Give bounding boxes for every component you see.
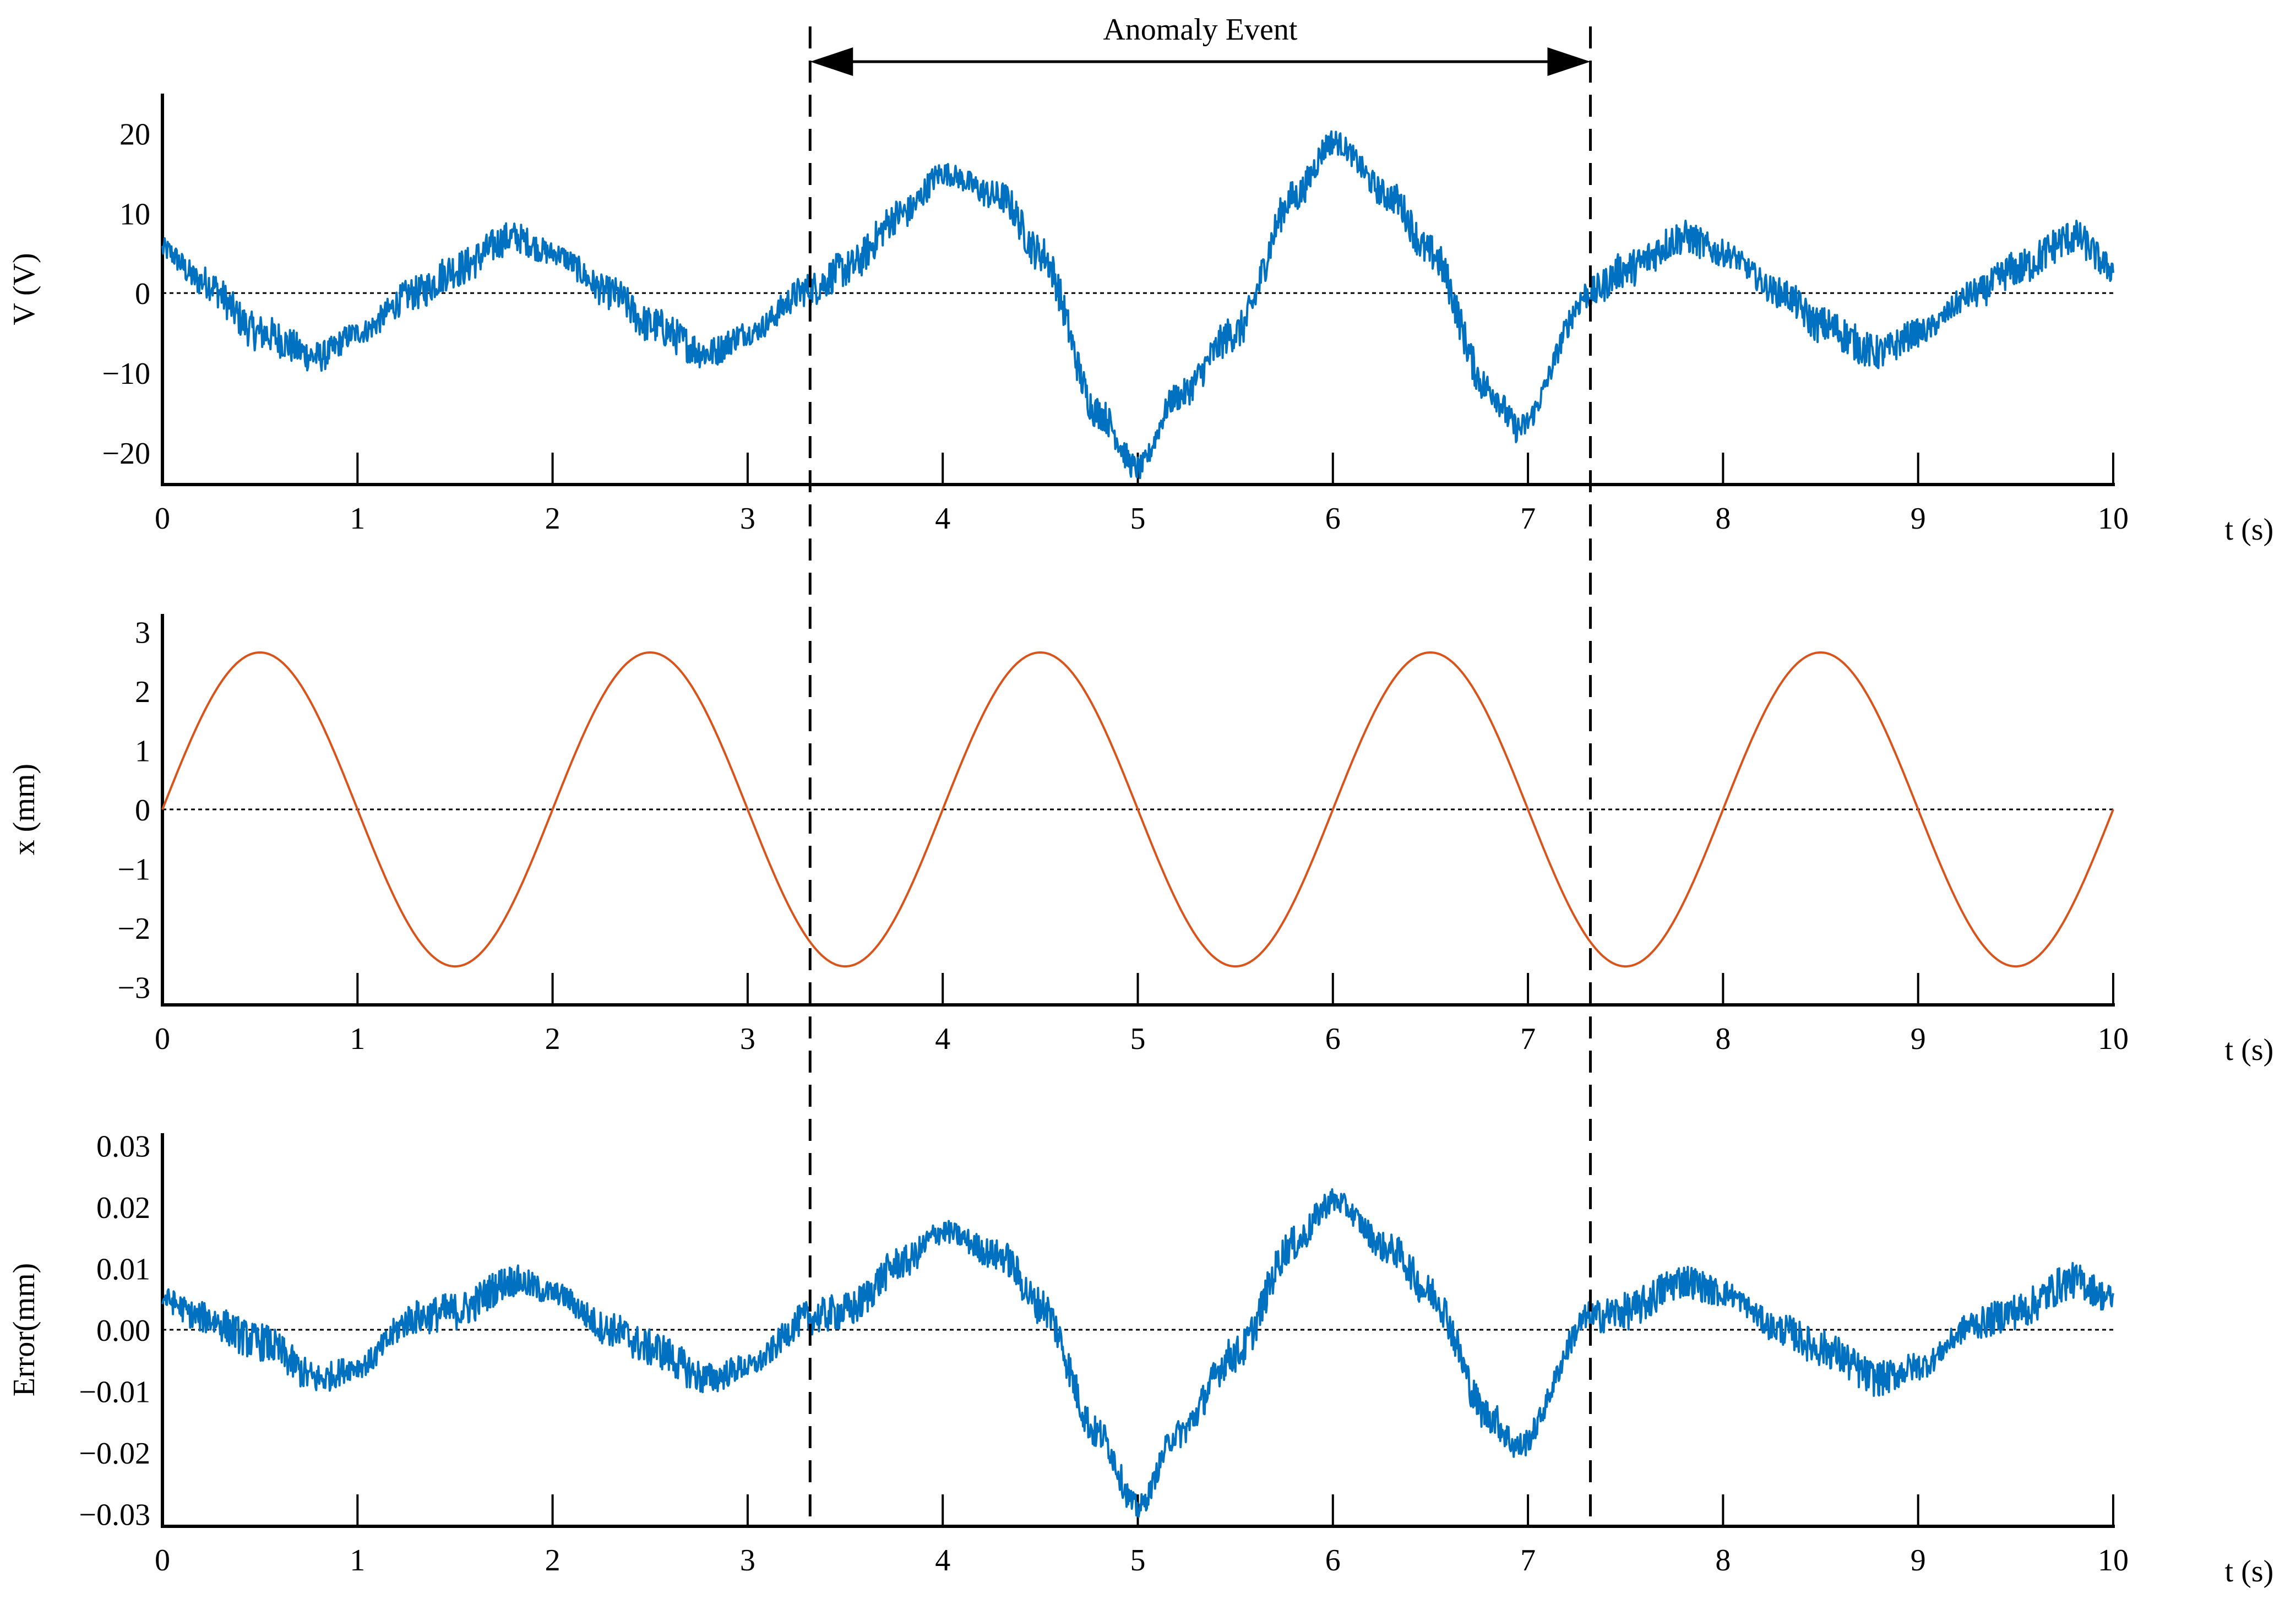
y-tick-label: 0.03 bbox=[96, 1129, 150, 1163]
x-tick-label: 6 bbox=[1325, 1543, 1341, 1578]
x-tick-label: 0 bbox=[155, 1022, 170, 1056]
x-tick-label: 2 bbox=[545, 1543, 561, 1578]
x-tick-label: 9 bbox=[1911, 502, 1926, 536]
y-tick-label: −1 bbox=[117, 853, 150, 887]
x-tick-label: 9 bbox=[1911, 1543, 1926, 1578]
x-tick-label: 9 bbox=[1911, 1022, 1926, 1056]
x-tick-label: 1 bbox=[350, 502, 365, 536]
y-tick-label: −0.02 bbox=[79, 1437, 150, 1471]
y-tick-label: −0.03 bbox=[79, 1498, 150, 1532]
anomaly-event-annotation: Anomaly Event bbox=[808, 13, 1592, 1526]
y-tick-label: 20 bbox=[119, 117, 150, 151]
x-tick-label: 10 bbox=[2098, 1022, 2129, 1056]
y-tick-label: 10 bbox=[119, 197, 150, 231]
event-arrowhead-right bbox=[1547, 47, 1591, 76]
y-axis-title: Error(mm) bbox=[7, 1263, 41, 1397]
x-tick-label: 8 bbox=[1715, 1543, 1731, 1578]
x-tick-label: 8 bbox=[1715, 502, 1731, 536]
x-tick-label: 4 bbox=[935, 502, 950, 536]
series-line bbox=[161, 1188, 2114, 1518]
x-tick-label: 7 bbox=[1520, 1543, 1536, 1578]
x-tick-label: 6 bbox=[1325, 502, 1341, 536]
error-panel: 0 1 2 3 4 5 6 7 8 9 10 t (s) 0.03 0.02 0.01 0.00 −0.01 −0… bbox=[7, 1129, 2273, 1589]
x-tick-label: 0 bbox=[155, 1543, 170, 1578]
x-tick-label: 3 bbox=[740, 1543, 755, 1578]
y-axis-title: V (V) bbox=[7, 253, 41, 325]
y-tick-label: 0.01 bbox=[96, 1252, 150, 1286]
x-tick-label: 5 bbox=[1130, 502, 1146, 536]
y-tick-label: −10 bbox=[102, 357, 150, 391]
y-tick-label: 0.02 bbox=[96, 1191, 150, 1225]
y-tick-label: 3 bbox=[135, 616, 150, 650]
x-tick-label: 2 bbox=[545, 502, 561, 536]
x-tick-label: 3 bbox=[740, 502, 755, 536]
y-axis-title: x (mm) bbox=[7, 764, 41, 855]
x-tick-label: 4 bbox=[935, 1022, 950, 1056]
y-tick-label: −0.01 bbox=[79, 1375, 150, 1410]
x-tick-label: 5 bbox=[1130, 1543, 1146, 1578]
y-tick-label: 0 bbox=[135, 793, 150, 828]
x-tick-label: 5 bbox=[1130, 1022, 1146, 1056]
y-tick-label: 0.00 bbox=[96, 1314, 150, 1348]
x-tick-label: 10 bbox=[2098, 1543, 2129, 1578]
x-tick-label: 3 bbox=[740, 1022, 755, 1056]
series-line bbox=[161, 651, 2114, 968]
x-tick-label: 1 bbox=[350, 1022, 365, 1056]
y-tick-label: −20 bbox=[102, 437, 150, 471]
x-axis-title: t (s) bbox=[2225, 513, 2274, 547]
event-arrowhead-left bbox=[810, 47, 853, 76]
x-tick-label: 8 bbox=[1715, 1022, 1731, 1056]
x-tick-label: 10 bbox=[2098, 502, 2129, 536]
y-tick-label: 2 bbox=[135, 675, 150, 709]
x-axis-title: t (s) bbox=[2225, 1554, 2274, 1589]
y-tick-label: 1 bbox=[135, 734, 150, 768]
x-tick-label: 6 bbox=[1325, 1022, 1341, 1056]
x-axis-title: t (s) bbox=[2225, 1033, 2274, 1067]
event-label: Anomaly Event bbox=[1103, 13, 1297, 47]
x-tick-label: 1 bbox=[350, 1543, 365, 1578]
x-tick-label: 0 bbox=[155, 502, 170, 536]
x-tick-label: 2 bbox=[545, 1022, 561, 1056]
x-tick-label: 7 bbox=[1520, 502, 1536, 536]
series-line bbox=[161, 130, 2114, 480]
y-tick-label: −2 bbox=[117, 912, 150, 946]
voltage-panel: 0 1 2 3 4 5 6 7 8 9 10 t (s) 20 10 0 −10 −20 V (V) bbox=[7, 94, 2273, 547]
x-tick-label: 4 bbox=[935, 1543, 950, 1578]
x-tick-label: 7 bbox=[1520, 1022, 1536, 1056]
y-tick-label: −3 bbox=[117, 971, 150, 1005]
y-tick-label: 0 bbox=[135, 277, 150, 311]
